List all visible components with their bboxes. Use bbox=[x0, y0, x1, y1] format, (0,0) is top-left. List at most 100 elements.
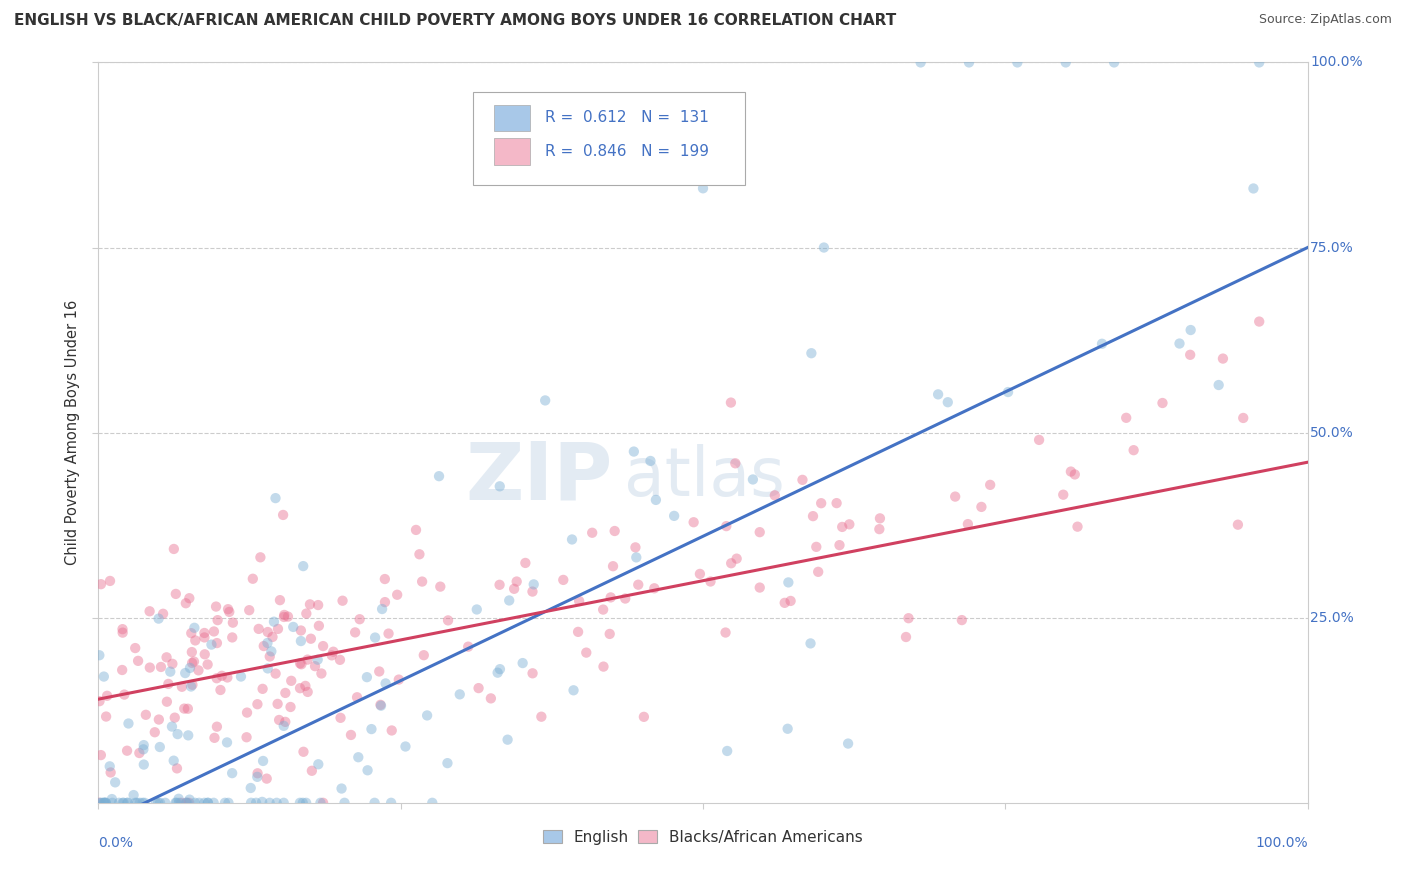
Point bbox=[242, 572, 264, 586]
Point bbox=[173, 701, 195, 715]
Point bbox=[264, 666, 287, 681]
FancyBboxPatch shape bbox=[494, 138, 530, 165]
Point bbox=[166, 761, 188, 775]
Point bbox=[149, 660, 172, 674]
Point bbox=[117, 716, 139, 731]
Point bbox=[256, 772, 278, 786]
Point bbox=[411, 574, 433, 589]
Point bbox=[209, 683, 232, 698]
Point bbox=[377, 626, 399, 640]
Point bbox=[957, 55, 980, 70]
Point bbox=[825, 496, 848, 510]
Y-axis label: Child Poverty Among Boys Under 16: Child Poverty Among Boys Under 16 bbox=[65, 300, 80, 566]
Point bbox=[394, 739, 416, 754]
Point bbox=[200, 638, 222, 652]
Point bbox=[643, 582, 665, 596]
Point bbox=[592, 659, 614, 673]
Point bbox=[132, 757, 155, 772]
Point bbox=[503, 582, 526, 596]
Point bbox=[176, 796, 198, 810]
Point bbox=[720, 556, 742, 570]
Point bbox=[307, 653, 329, 667]
Point bbox=[193, 626, 215, 640]
Point bbox=[773, 596, 796, 610]
Point bbox=[388, 673, 411, 687]
Point bbox=[724, 456, 747, 470]
Point bbox=[156, 695, 179, 709]
Point bbox=[152, 607, 174, 621]
Point bbox=[290, 624, 312, 638]
Point bbox=[204, 731, 226, 745]
Point bbox=[716, 744, 738, 758]
Point bbox=[479, 691, 502, 706]
Point bbox=[356, 764, 378, 778]
Point bbox=[179, 661, 201, 675]
Point bbox=[290, 657, 312, 672]
Point bbox=[131, 796, 153, 810]
Point bbox=[927, 387, 949, 401]
Point bbox=[93, 796, 115, 810]
Point bbox=[297, 685, 319, 699]
Point bbox=[1115, 410, 1137, 425]
Text: 75.0%: 75.0% bbox=[1310, 241, 1354, 254]
Point bbox=[561, 533, 583, 547]
Text: ENGLISH VS BLACK/AFRICAN AMERICAN CHILD POVERTY AMONG BOYS UNDER 16 CORRELATION : ENGLISH VS BLACK/AFRICAN AMERICAN CHILD … bbox=[14, 13, 896, 29]
Point bbox=[100, 765, 122, 780]
Point bbox=[104, 775, 127, 789]
Point bbox=[197, 657, 219, 672]
Point bbox=[215, 735, 238, 749]
Point bbox=[111, 796, 134, 810]
Point bbox=[283, 620, 305, 634]
Point bbox=[256, 625, 278, 640]
Point bbox=[245, 796, 267, 810]
Point bbox=[217, 796, 239, 810]
Point bbox=[180, 680, 202, 694]
Point bbox=[522, 584, 544, 599]
Point bbox=[266, 697, 288, 711]
Point bbox=[221, 766, 243, 780]
Point bbox=[238, 603, 260, 617]
Point bbox=[229, 669, 252, 683]
Point bbox=[122, 788, 145, 802]
Point bbox=[174, 796, 197, 810]
Point bbox=[202, 796, 225, 810]
Point bbox=[312, 796, 335, 810]
Point bbox=[111, 625, 134, 640]
Point bbox=[1054, 55, 1077, 70]
Point bbox=[149, 739, 172, 754]
Point bbox=[699, 574, 721, 589]
Point bbox=[562, 683, 585, 698]
Point bbox=[273, 610, 295, 624]
Point bbox=[94, 709, 117, 723]
Point bbox=[259, 796, 281, 810]
Point bbox=[624, 541, 647, 555]
Point bbox=[627, 577, 650, 591]
Point bbox=[381, 723, 404, 738]
Point bbox=[370, 698, 392, 713]
Point bbox=[436, 756, 458, 771]
Point bbox=[252, 681, 274, 696]
Point bbox=[157, 677, 180, 691]
Point bbox=[682, 515, 704, 529]
Point bbox=[329, 653, 352, 667]
Point bbox=[239, 780, 262, 795]
Point bbox=[329, 711, 352, 725]
Point bbox=[193, 796, 215, 810]
Point bbox=[534, 393, 557, 408]
Point bbox=[166, 796, 188, 810]
Point bbox=[374, 595, 396, 609]
Point bbox=[748, 581, 770, 595]
Point bbox=[262, 630, 284, 644]
Point bbox=[188, 796, 211, 810]
Point bbox=[997, 385, 1019, 400]
Point bbox=[205, 720, 228, 734]
Point bbox=[271, 508, 294, 522]
Point bbox=[240, 796, 263, 810]
Point bbox=[330, 781, 353, 796]
Point bbox=[374, 676, 396, 690]
Point bbox=[94, 796, 117, 810]
Point bbox=[813, 240, 835, 255]
Point bbox=[1063, 467, 1085, 482]
Point bbox=[602, 559, 624, 574]
Point bbox=[292, 745, 315, 759]
